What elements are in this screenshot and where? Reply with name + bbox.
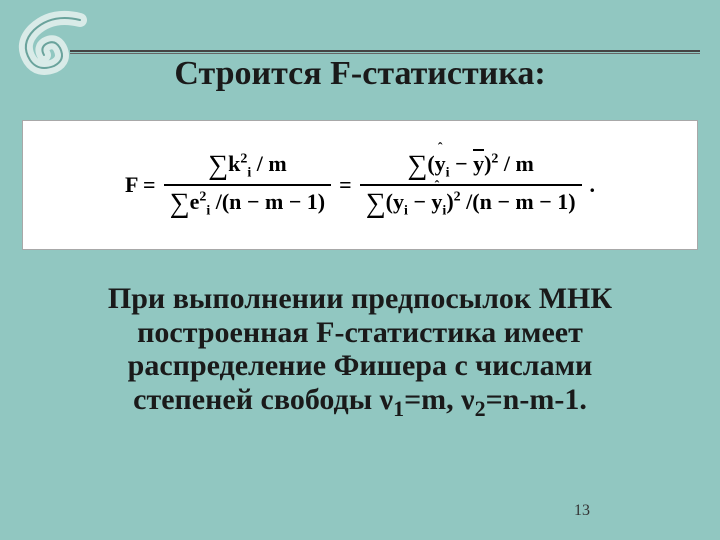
body-line-4c: =n-m-1. [486,383,587,416]
slide-body-text: При выполнении предпосылок МНК построенн… [8,282,712,421]
body-line-4b: =m, ν [404,383,475,416]
formula-equals: = [339,172,352,198]
body-line-4a: степеней свободы ν [133,383,393,416]
fraction-1: ∑k2i / m ∑e2i /(n − m − 1) [164,148,332,222]
formula-period: . [590,172,596,198]
page-number: 13 [574,502,590,520]
body-line-1: При выполнении предпосылок МНК [108,282,612,315]
nu2-subscript: 2 [475,396,486,421]
fraction-2: ∑(ˆyi − y)2 / m ∑(yi − ˆyi)2 /(n − m − 1… [360,148,582,222]
f-statistic-formula: F = ∑k2i / m ∑e2i /(n − m − 1) = ∑(ˆyi −… [125,148,595,222]
body-line-2: построенная F-статистика имеет [137,316,583,349]
formula-lhs: F = [125,172,156,198]
formula-box: F = ∑k2i / m ∑e2i /(n − m − 1) = ∑(ˆyi −… [22,120,698,250]
body-line-3: распределение Фишера с числами [128,349,593,382]
slide-title: Строится F-статистика: [0,55,720,93]
nu1-subscript: 1 [393,396,404,421]
